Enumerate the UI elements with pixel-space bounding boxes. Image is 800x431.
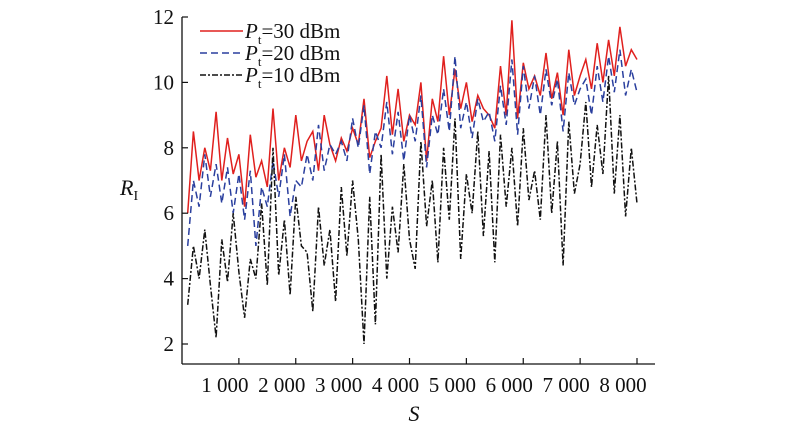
x-tick-label: 1 000	[201, 373, 248, 397]
y-tick-label: 10	[153, 70, 174, 94]
y-tick-label: 8	[164, 136, 175, 160]
legend-label-2: Pt=10 dBm	[244, 63, 340, 91]
ticks: 1 000 2 000 3 000 4 000 5 000 6 000 7 000 8 000…	[153, 5, 647, 397]
legend-label-0: Pt=30 dBm	[244, 19, 340, 47]
x-axis-label: S	[409, 401, 420, 426]
series-line-2	[186, 75, 638, 345]
x-tick-label: 3 000	[315, 373, 362, 397]
x-tick-label: 5 000	[429, 373, 476, 397]
axes	[181, 17, 655, 365]
x-tick-label: 7 000	[543, 373, 590, 397]
series-layer	[186, 20, 638, 345]
series-line-1	[186, 49, 638, 246]
legend-label-1: Pt=20 dBm	[244, 41, 340, 69]
x-tick-label: 6 000	[486, 373, 533, 397]
x-tick-label: 2 000	[258, 373, 305, 397]
y-tick-label: 6	[164, 201, 175, 225]
y-tick-label: 4	[164, 267, 175, 291]
x-tick-label: 8 000	[599, 373, 646, 397]
series-line-0	[186, 20, 638, 214]
y-axis-label: RI	[119, 175, 138, 204]
x-tick-label: 4 000	[372, 373, 419, 397]
y-tick-label: 2	[164, 332, 175, 356]
y-tick-label: 12	[153, 5, 174, 29]
y-axis-label-subscript: I	[133, 189, 138, 204]
